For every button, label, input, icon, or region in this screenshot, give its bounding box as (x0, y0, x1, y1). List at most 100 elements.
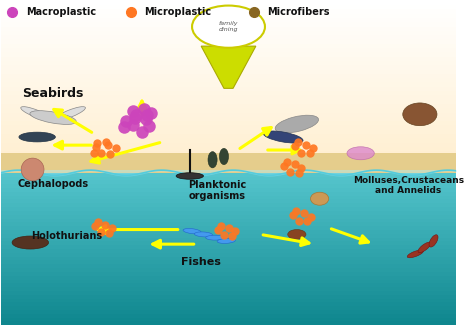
Bar (0, 215, 456, 218)
Bar (0, 192, 456, 196)
Text: Cephalopods: Cephalopods (18, 179, 89, 189)
Bar (0, 39, 456, 44)
Bar (0, 196, 456, 200)
Bar (0, 184, 456, 188)
Bar (0, 104, 456, 108)
Bar (0, 65, 456, 69)
Ellipse shape (21, 158, 44, 181)
Bar (0, 95, 456, 100)
Text: Molluses,Crustaceans
and Annelids: Molluses,Crustaceans and Annelids (353, 176, 464, 195)
Bar (0, 143, 456, 147)
Bar (0, 299, 456, 303)
Bar (0, 74, 456, 78)
Bar (0, 257, 456, 260)
Text: Microfibers: Microfibers (267, 7, 330, 17)
Bar (0, 18, 456, 22)
Bar (0, 303, 456, 306)
Bar (0, 173, 456, 177)
Bar (0, 276, 456, 279)
Bar (0, 61, 456, 65)
Bar (0, 121, 456, 126)
Bar (0, 295, 456, 299)
Bar (0, 9, 456, 14)
Bar (0, 147, 456, 151)
Bar (0, 306, 456, 310)
Text: Fishes: Fishes (181, 257, 221, 267)
Bar (0, 153, 456, 173)
Text: family
dining: family dining (219, 21, 238, 32)
Bar (0, 160, 456, 164)
Bar (0, 226, 456, 230)
Bar (0, 26, 456, 31)
Bar (0, 112, 456, 117)
Ellipse shape (288, 230, 306, 239)
Bar (0, 22, 456, 26)
Bar (0, 5, 456, 9)
Bar (0, 200, 456, 203)
Bar (0, 177, 456, 180)
Ellipse shape (403, 103, 437, 126)
Bar (0, 91, 456, 95)
Ellipse shape (194, 232, 212, 237)
Bar (0, 69, 456, 74)
Bar (0, 134, 456, 138)
Bar (0, 260, 456, 264)
Bar (0, 117, 456, 121)
Bar (0, 241, 456, 245)
Bar (0, 321, 456, 325)
Ellipse shape (183, 229, 201, 234)
Bar (0, 138, 456, 143)
Bar (0, 272, 456, 276)
Ellipse shape (407, 250, 423, 258)
Bar (0, 169, 456, 173)
Text: Planktonic
organisms: Planktonic organisms (188, 180, 246, 201)
Ellipse shape (310, 192, 329, 205)
Bar (0, 100, 456, 104)
Ellipse shape (192, 6, 265, 48)
Ellipse shape (21, 107, 51, 120)
Bar (0, 264, 456, 268)
Bar (0, 164, 456, 169)
Bar (0, 48, 456, 52)
Ellipse shape (219, 148, 228, 165)
Bar (0, 279, 456, 283)
Bar (0, 78, 456, 82)
Bar (0, 234, 456, 238)
Bar (0, 108, 456, 112)
Bar (0, 218, 456, 222)
Bar (0, 245, 456, 249)
Bar (0, 310, 456, 314)
Bar (0, 283, 456, 287)
Bar (0, 156, 456, 160)
Ellipse shape (30, 111, 76, 125)
Bar (0, 44, 456, 48)
Ellipse shape (176, 173, 203, 179)
Text: Holothurians: Holothurians (31, 231, 102, 241)
Bar (0, 249, 456, 253)
Ellipse shape (347, 147, 374, 160)
Ellipse shape (418, 242, 431, 253)
Bar (0, 238, 456, 241)
Bar (0, 253, 456, 257)
Bar (0, 130, 456, 134)
Bar (0, 82, 456, 87)
Bar (0, 57, 456, 61)
Bar (0, 35, 456, 39)
Bar (0, 268, 456, 272)
Bar (0, 211, 456, 215)
Ellipse shape (55, 107, 85, 120)
Bar (0, 31, 456, 35)
Ellipse shape (12, 236, 48, 249)
Bar (0, 314, 456, 318)
Bar (0, 207, 456, 211)
Polygon shape (201, 46, 256, 88)
Text: Seabirds: Seabirds (22, 87, 84, 100)
Bar (0, 291, 456, 295)
Bar (0, 287, 456, 291)
Bar (0, 230, 456, 234)
Text: Microplastic: Microplastic (144, 7, 211, 17)
Bar (0, 203, 456, 207)
Ellipse shape (19, 132, 55, 142)
Bar (0, 1, 456, 5)
Bar (0, 14, 456, 18)
